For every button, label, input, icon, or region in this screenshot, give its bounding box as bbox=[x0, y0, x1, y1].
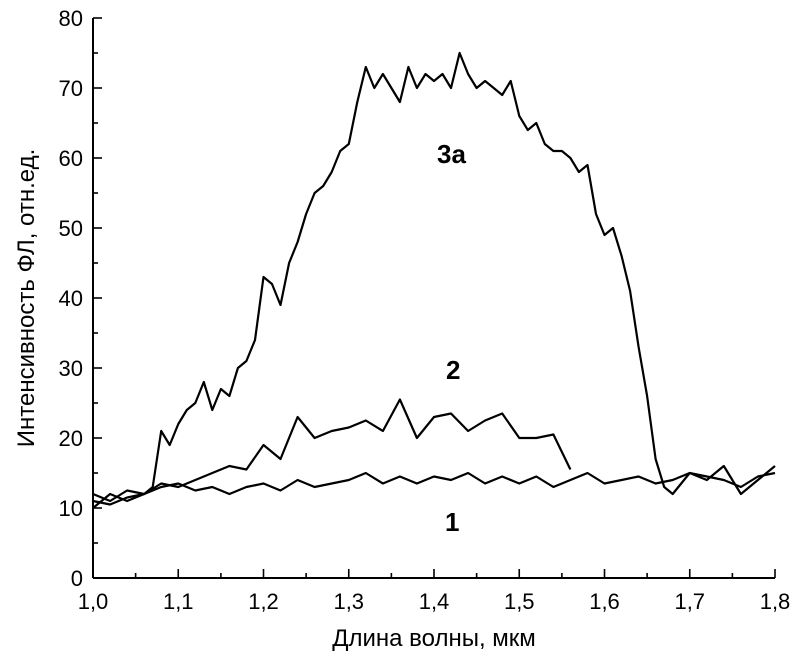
series-lines bbox=[92, 51, 776, 509]
x-tick-label: 1,0 bbox=[78, 589, 109, 614]
y-tick-label: 0 bbox=[71, 566, 83, 591]
curve-label-1: 1 bbox=[445, 507, 459, 537]
y-tick-label: 20 bbox=[59, 426, 83, 451]
x-tick-label: 1,2 bbox=[248, 589, 279, 614]
y-axis-title: Интенсивность ФЛ, отн.ед. bbox=[13, 149, 40, 448]
y-tick-label: 10 bbox=[59, 496, 83, 521]
y-tick-label: 70 bbox=[59, 76, 83, 101]
y-axis-ticks: 0 10 20 30 40 50 60 70 80 bbox=[59, 6, 102, 591]
x-tick-label: 1,4 bbox=[419, 589, 450, 614]
x-tick-label: 1,7 bbox=[674, 589, 705, 614]
x-tick-label: 1,3 bbox=[333, 589, 364, 614]
y-tick-label: 80 bbox=[59, 6, 83, 31]
series-line-1 bbox=[92, 471, 776, 506]
curve-label-2: 2 bbox=[446, 355, 460, 385]
x-tick-label: 1,5 bbox=[504, 589, 535, 614]
y-tick-label: 30 bbox=[59, 356, 83, 381]
y-tick-label: 50 bbox=[59, 216, 83, 241]
y-tick-label: 60 bbox=[59, 146, 83, 171]
series-line-3 bbox=[92, 51, 776, 509]
series-line-2 bbox=[92, 398, 572, 503]
x-tick-label: 1,6 bbox=[589, 589, 620, 614]
x-tick-label: 1,1 bbox=[163, 589, 194, 614]
curve-label-3a: 3а bbox=[437, 139, 466, 169]
y-tick-label: 40 bbox=[59, 286, 83, 311]
x-axis-title: Длина волны, мкм bbox=[332, 625, 536, 652]
x-tick-label: 1,8 bbox=[760, 589, 791, 614]
x-axis-ticks: 1,0 1,1 1,2 1,3 1,4 1,5 1,6 1,7 1,8 bbox=[78, 569, 791, 614]
